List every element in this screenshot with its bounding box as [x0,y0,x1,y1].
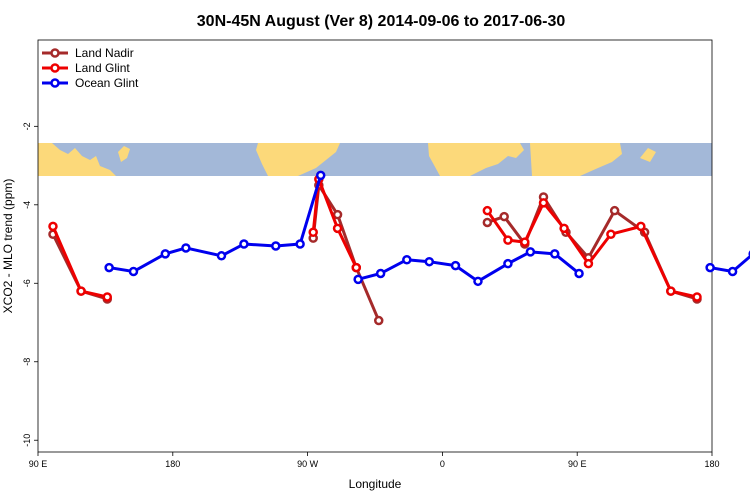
data-point-ocean-glint [181,243,191,253]
y-axis: -2 -4 -6 -8 -10 [22,122,38,447]
x-tick-label: 90 E [568,459,587,469]
data-point-land-glint [559,223,569,234]
y-tick-label: -8 [22,358,32,366]
series-line-ocean-glint [357,250,581,283]
series-line-land-glint [311,177,358,269]
data-point-land-glint [102,292,113,302]
x-tick-label: 0 [440,459,445,469]
chart-title: 30N-45N August (Ver 8) 2014-09-06 to 201… [197,13,566,30]
data-point-ocean-glint [727,266,738,277]
x-tick-label: 90 W [297,459,319,469]
data-point-land-glint [351,262,362,273]
x-tick-label: 180 [165,459,180,469]
data-point-ocean-glint [216,251,227,261]
data-point-ocean-glint [450,260,461,271]
data-point-ocean-glint [239,239,249,249]
series-line-land-glint [51,225,108,299]
data-point-land-nadir [332,209,343,220]
y-tick-label: -6 [22,279,32,287]
plot-border [37,39,713,453]
map-land-north-america [256,143,340,176]
map-land-asia-west [38,143,116,176]
series-line-ocean-glint [108,174,323,274]
map-land-central-asia [530,143,622,176]
map-land-japan [118,146,130,162]
map-band [38,143,712,176]
data-point-land-glint [332,223,343,234]
data-point-land-glint [538,198,549,208]
y-tick-label: -4 [22,201,32,209]
map-land-europe-africa [428,143,524,176]
series-land-glint [48,174,702,302]
data-point-land-nadir [373,315,384,326]
series-layer [48,170,750,326]
map-land-japan-east [640,148,656,162]
data-point-ocean-glint [271,241,281,251]
data-point-land-glint [666,286,676,296]
y-tick-label: -10 [22,434,32,447]
data-point-land-nadir [499,211,509,222]
data-point-land-nadir [609,205,620,216]
map-land [38,143,656,176]
data-point-land-glint [76,286,86,296]
series-line-land-nadir [486,195,698,301]
legend-label-ocean-glint: Ocean Glint [75,76,139,90]
data-point-ocean-glint [424,256,435,267]
legend-marker-land-glint [50,63,60,73]
legend-label-land-nadir: Land Nadir [75,46,134,60]
data-point-ocean-glint [104,262,114,273]
data-point-ocean-glint [574,268,584,279]
data-point-land-glint [308,227,318,238]
x-tick-label: 90 E [29,459,48,469]
series-line-land-nadir [311,183,381,322]
data-point-ocean-glint [473,276,483,287]
y-axis-label: XCO2 - MLO trend (ppm) [1,179,15,314]
x-tick-label: 180 [704,459,719,469]
data-point-land-glint [636,221,646,232]
legend-label-land-glint: Land Glint [75,61,130,75]
legend-marker-ocean-glint [50,78,60,88]
series-line-ocean-glint [709,254,750,274]
data-point-ocean-glint [375,268,386,279]
series-ocean-glint [104,170,750,287]
data-point-ocean-glint [160,249,171,259]
data-point-land-glint [503,235,513,245]
data-point-ocean-glint [295,239,305,249]
data-point-land-glint [48,221,58,232]
data-point-ocean-glint [705,262,715,273]
data-point-land-glint [520,237,530,247]
data-point-ocean-glint [315,170,326,181]
data-point-ocean-glint [402,254,412,265]
data-point-ocean-glint [525,247,536,257]
x-axis-label: Longitude [349,477,402,491]
series-line-land-glint [486,201,698,299]
x-axis: 90 E 180 90 W 0 90 E 180 [29,452,720,469]
data-point-ocean-glint [549,249,560,259]
data-point-land-nadir [482,217,493,228]
data-point-ocean-glint [353,274,363,285]
data-point-land-glint [692,292,702,302]
data-point-land-glint [606,229,616,239]
data-point-ocean-glint [503,258,513,269]
series-land-nadir [48,180,702,326]
data-point-land-glint [482,205,493,216]
data-point-ocean-glint [128,266,139,277]
data-point-land-glint [583,258,594,269]
y-tick-label: -2 [22,122,32,130]
legend-marker-land-nadir [50,48,60,58]
